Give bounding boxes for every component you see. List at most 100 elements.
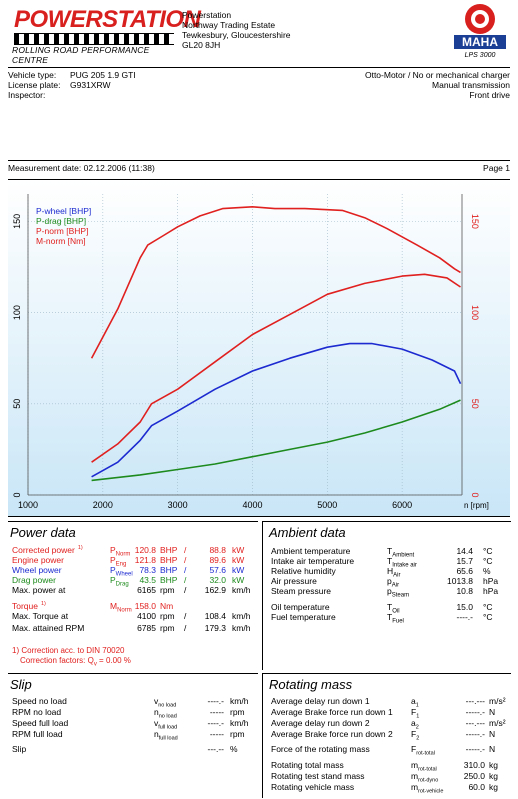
ambient-row-unit: °C bbox=[483, 612, 493, 622]
power-row-unit2: km/h bbox=[232, 623, 251, 633]
power-row-label: Corrected power 1) bbox=[12, 545, 83, 555]
logo: POWERSTATION ROLLING ROAD PERFORMANCE CE… bbox=[8, 6, 201, 65]
power-row-unit2: kW bbox=[232, 565, 245, 575]
x-tick-label: 1000 bbox=[18, 500, 38, 510]
rotating-row-value: 310.0 bbox=[463, 760, 485, 770]
ambient-row-symbol: TAmbient bbox=[387, 546, 415, 559]
power-row-value2: 32.0 bbox=[209, 575, 226, 585]
rotating-row-symbol: mrot-vehicle bbox=[411, 782, 444, 795]
rotating-row-symbol: a1 bbox=[411, 696, 419, 709]
slip-panel: Slip Speed no load vno load ----.- km/h RPM … bbox=[8, 673, 258, 798]
power-row-unit1: Nm bbox=[160, 601, 174, 611]
inspector-label: Inspector: bbox=[8, 90, 46, 100]
ambient-row-label: Intake air temperature bbox=[271, 556, 355, 566]
ambient-row-value: 15.7 bbox=[456, 556, 473, 566]
power-row-unit1: rpm bbox=[160, 611, 175, 621]
slip-row-value: ----- bbox=[209, 729, 224, 739]
x-tick-label: 4000 bbox=[242, 500, 262, 510]
slip-row-label: Speed no load bbox=[12, 696, 67, 706]
logo-sub-text: ROLLING ROAD PERFORMANCE CENTRE bbox=[12, 45, 150, 65]
rotating-row: Average delay run down 2 a2 ---.--- m/s² bbox=[271, 718, 509, 731]
address-line: Northway Trading Estate bbox=[182, 20, 276, 30]
rotating-row-symbol: F2 bbox=[411, 729, 420, 742]
ambient-row-label: Fuel temperature bbox=[271, 612, 336, 622]
rotating-row-label: Average Brake force run down 2 bbox=[271, 729, 393, 739]
slip-row-unit: km/h bbox=[230, 718, 249, 728]
power-row-value1: 121.8 bbox=[134, 555, 156, 565]
power-row-value2: 162.9 bbox=[204, 585, 226, 595]
power-row-value1: 6165 bbox=[137, 585, 156, 595]
power-row-symbol: PWheel bbox=[110, 565, 133, 578]
rotating-row: Average Brake force run down 1 F1 -----.- N bbox=[271, 707, 509, 720]
ambient-row-unit: °C bbox=[483, 602, 493, 612]
legend-entry: M-norm [Nm] bbox=[36, 236, 86, 246]
rotating-row-symbol: a2 bbox=[411, 718, 419, 731]
address-line: GL20 8JH bbox=[182, 40, 221, 50]
rotating-row-symbol: F1 bbox=[411, 707, 420, 720]
power-data-title: Power data bbox=[10, 525, 76, 540]
power-row-value2: 88.8 bbox=[209, 545, 226, 555]
power-row-value1: 120.8 bbox=[134, 545, 156, 555]
x-tick-label: 6000 bbox=[392, 500, 412, 510]
ambient-row-symbol: HAir bbox=[387, 566, 401, 579]
ambient-row-symbol: pAir bbox=[387, 576, 400, 589]
rotating-row: Average Brake force run down 2 F2 -----.- N bbox=[271, 729, 509, 742]
power-row: Max. attained RPM 6785 rpm / 179.3 km/h bbox=[12, 623, 256, 633]
series-line-2 bbox=[91, 399, 461, 482]
rotating-row-value: -----.- bbox=[465, 729, 485, 739]
ambient-row: Intake air temperature TIntake air 15.7 °C bbox=[271, 556, 509, 569]
slip-row-unit: km/h bbox=[230, 696, 249, 706]
rotating-row-unit: kg bbox=[489, 760, 498, 770]
x-axis-label: n [rpm] bbox=[464, 501, 489, 510]
ambient-row-label: Oil temperature bbox=[271, 602, 330, 612]
ambient-row: Relative humidity HAir 65.6% bbox=[271, 566, 509, 579]
slip-row: Slip ---.--% bbox=[12, 744, 256, 754]
ambient-row-unit: % bbox=[483, 566, 491, 576]
power-row-label: Engine power bbox=[12, 555, 64, 565]
rotating-row: Rotating test stand mass mrot-dyno 250.0 kg bbox=[271, 771, 509, 784]
rotating-row-label: Rotating vehicle mass bbox=[271, 782, 355, 792]
slip-row-symbol: vno load bbox=[154, 696, 177, 709]
power-row: Torque 1) MNorm 158.0 Nm bbox=[12, 601, 256, 614]
rotating-row-unit: m/s² bbox=[489, 718, 506, 728]
engine-type: Otto-Motor / No or mechanical charger bbox=[364, 70, 510, 80]
rotating-row-label: Average delay run down 1 bbox=[271, 696, 370, 706]
transmission-type: Manual transmission bbox=[432, 80, 510, 90]
power-row-sep: / bbox=[184, 585, 187, 595]
slip-row: Speed no load vno load ----.- km/h bbox=[12, 696, 256, 709]
power-row: Max. power at 6165 rpm / 162.9 km/h bbox=[12, 585, 256, 595]
series-line-4 bbox=[90, 205, 461, 359]
vehicle-info: Vehicle type: PUG 205 1.9 GTI License pla… bbox=[8, 67, 510, 100]
ambient-data-title: Ambient data bbox=[269, 525, 346, 540]
maha-text: MAHA bbox=[462, 35, 498, 49]
rotating-row-unit: N bbox=[489, 729, 496, 739]
logo-main-text: POWERSTATION bbox=[14, 6, 201, 33]
slip-row-value: ----.- bbox=[207, 696, 224, 706]
power-row-symbol: PEng bbox=[110, 555, 127, 568]
power-row-unit1: rpm bbox=[160, 585, 175, 595]
y-tick-label-left: 50 bbox=[12, 399, 22, 409]
measurement-date: Measurement date: 02.12.2006 (11:38) bbox=[8, 163, 155, 173]
ambient-row: Steam pressure pSteam 10.8 hPa bbox=[271, 586, 509, 599]
correction-factors: Correction factors: Qv = 0.00 % bbox=[20, 656, 131, 668]
power-row-label: Drag power bbox=[12, 575, 56, 585]
ambient-row-value: 10.8 bbox=[456, 586, 473, 596]
power-row: Engine power PEng 121.8 BHP / 89.6 kW bbox=[12, 555, 256, 568]
x-tick-label: 3000 bbox=[168, 500, 188, 510]
ambient-row-label: Air pressure bbox=[271, 576, 317, 586]
rotating-row-symbol: mrot-total bbox=[411, 760, 437, 773]
rotating-row: Rotating vehicle mass mrot-vehicle 60.0 kg bbox=[271, 782, 509, 795]
power-row-label: Torque 1) bbox=[12, 601, 46, 611]
y-tick-label-right: 0 bbox=[470, 492, 480, 497]
power-row-unit2: kW bbox=[232, 575, 245, 585]
x-tick-label: 5000 bbox=[317, 500, 337, 510]
slip-title: Slip bbox=[10, 677, 32, 692]
power-row-value1: 43.5 bbox=[139, 575, 156, 585]
rotating-row-label: Rotating total mass bbox=[271, 760, 344, 770]
power-row-unit2: km/h bbox=[232, 585, 251, 595]
legend-entry: P-drag [BHP] bbox=[36, 216, 86, 226]
ambient-row-value: 15.0 bbox=[456, 602, 473, 612]
y-tick-label-left: 150 bbox=[12, 214, 22, 229]
slip-row: RPM full load nfull load ----- rpm bbox=[12, 729, 256, 742]
ambient-data-panel: Ambient data Ambient temperature TAmbient… bbox=[262, 521, 511, 670]
